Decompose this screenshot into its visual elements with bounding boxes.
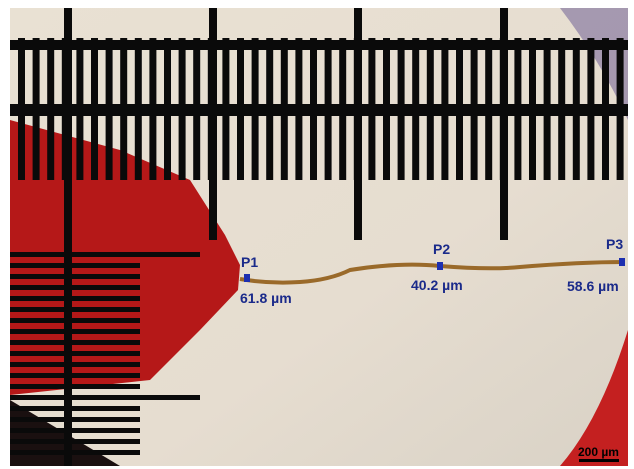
- ruler-tick: [310, 38, 317, 180]
- ruler-side-tick: [10, 373, 140, 378]
- ruler-long-tick: [209, 8, 217, 240]
- ruler-tick: [295, 38, 302, 180]
- ruler-tick: [485, 38, 492, 180]
- ruler-side-tick: [10, 263, 140, 268]
- ruler-side-tick: [10, 406, 140, 411]
- ruler-side-tick: [10, 296, 140, 301]
- measurement-text: 61.8 µm: [240, 290, 292, 306]
- marker: [437, 262, 443, 270]
- ruler-tick: [412, 38, 419, 180]
- ruler-tick: [339, 38, 346, 180]
- ruler-tick: [18, 38, 25, 180]
- point-label: P2: [433, 241, 450, 257]
- ruler-tick: [164, 38, 171, 180]
- ruler-tick: [281, 38, 288, 180]
- measurement-text: 58.6 µm: [567, 278, 619, 294]
- ruler-tick: [529, 38, 536, 180]
- ruler-tick: [558, 38, 565, 180]
- ruler-long-tick: [354, 8, 362, 240]
- ruler-tick: [222, 38, 229, 180]
- ruler-side-tick: [10, 417, 140, 422]
- ruler-tick: [573, 38, 580, 180]
- ruler-tick: [544, 38, 551, 180]
- ruler-tick: [427, 38, 434, 180]
- ruler-tick: [514, 38, 521, 180]
- ruler-side-tick: [10, 340, 140, 345]
- ruler-side-tick: [10, 439, 140, 444]
- measurement-text: 40.2 µm: [411, 277, 463, 293]
- ruler-tick: [47, 38, 54, 180]
- scale-bar: 200 µm: [578, 445, 619, 462]
- ruler-tick: [106, 38, 113, 180]
- ruler-tick: [368, 38, 375, 180]
- ruler-long-tick: [64, 8, 72, 240]
- ruler-tick: [471, 38, 478, 180]
- micrograph: P1 61.8 µm P2 40.2 µm P3 58.6 µm 200 µm: [0, 0, 634, 469]
- ruler-long-tick: [500, 8, 508, 240]
- ruler-side-tick: [10, 362, 140, 367]
- ruler-side-tick: [10, 428, 140, 433]
- marker: [619, 258, 625, 266]
- ruler-tick: [91, 38, 98, 180]
- scale-text: 200 µm: [578, 445, 619, 459]
- ruler-tick: [602, 38, 609, 180]
- ruler-tick: [383, 38, 390, 180]
- ruler-tick: [252, 38, 259, 180]
- point-label: P1: [241, 254, 258, 270]
- ruler-side-tick: [10, 318, 140, 323]
- point-label: P3: [606, 236, 623, 252]
- ruler-side-tick: [10, 274, 140, 279]
- ruler-tick: [325, 38, 332, 180]
- ruler-tick: [120, 38, 127, 180]
- ruler-side-tick: [10, 450, 140, 455]
- ruler-tick: [179, 38, 186, 180]
- ruler-tick: [587, 38, 594, 180]
- ruler-tick: [193, 38, 200, 180]
- ruler-tick: [617, 38, 624, 180]
- ruler-tick: [266, 38, 273, 180]
- ruler-tick: [237, 38, 244, 180]
- ruler-tick: [398, 38, 405, 180]
- ruler-tick: [33, 38, 40, 180]
- ruler-tick: [149, 38, 156, 180]
- ruler-side-tick: [10, 351, 140, 356]
- ruler-side-tick: [10, 307, 140, 312]
- ruler-side-tick: [10, 384, 140, 389]
- ruler-side-tick: [10, 285, 140, 290]
- ruler-tick: [135, 38, 142, 180]
- ruler-side-tick: [10, 252, 200, 257]
- ruler-tick: [76, 38, 83, 180]
- ruler-tick: [456, 38, 463, 180]
- ruler-tick: [441, 38, 448, 180]
- ruler-side-tick: [10, 329, 140, 334]
- marker: [244, 274, 250, 282]
- ruler-side-tick: [10, 395, 200, 400]
- scale-line: [579, 459, 619, 462]
